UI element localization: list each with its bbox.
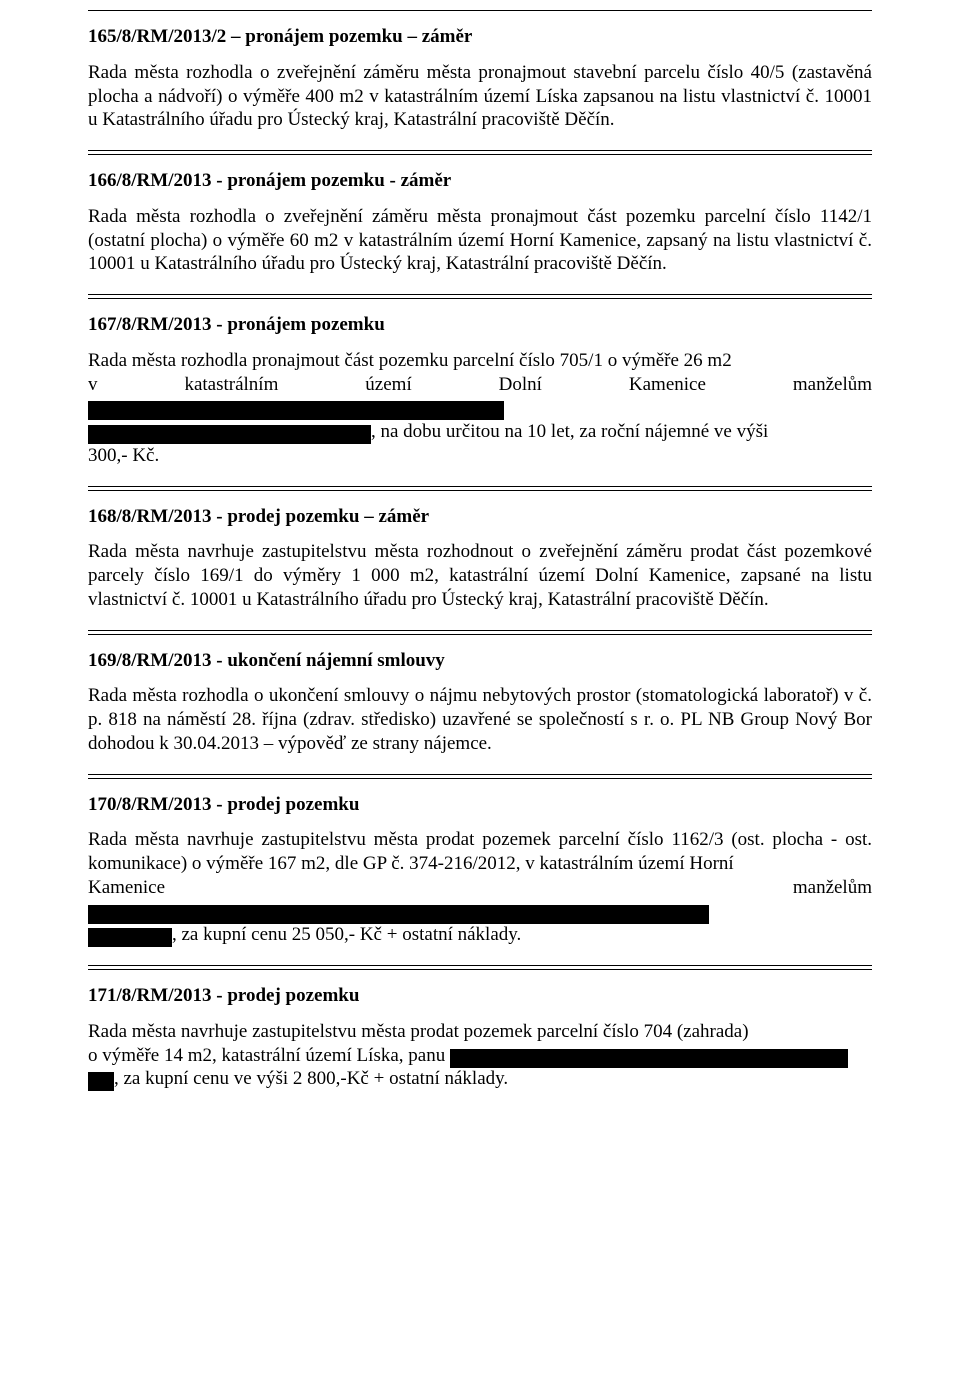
text: , za kupní cenu ve výši 2 800,-Kč + osta… <box>114 1068 508 1089</box>
section-body-170: Rada města navrhuje zastupitelstvu města… <box>88 828 872 947</box>
text: , za kupní cenu 25 050,- Kč + ostatní ná… <box>172 924 521 945</box>
section-heading-169: 169/8/RM/2013 - ukončení nájemní smlouvy <box>88 649 872 673</box>
section-body-165: Rada města rozhodla o zveřejnění záměru … <box>88 61 872 132</box>
text: Rada města rozhodla pronajmout část poze… <box>88 350 732 371</box>
divider <box>88 774 872 779</box>
text: Rada města navrhuje zastupitelstvu města… <box>88 1021 749 1042</box>
divider <box>88 965 872 970</box>
divider <box>88 630 872 635</box>
text: Rada města navrhuje zastupitelstvu města… <box>88 829 872 874</box>
section-heading-170: 170/8/RM/2013 - prodej pozemku <box>88 793 872 817</box>
text: Kamenice manželům <box>88 877 872 898</box>
redaction <box>88 425 371 444</box>
section-body-166: Rada města rozhodla o zveřejnění záměru … <box>88 205 872 276</box>
text: o výměře 14 m2, katastrální území Líska,… <box>88 1045 450 1066</box>
section-body-168: Rada města navrhuje zastupitelstvu města… <box>88 540 872 611</box>
text: 300,- Kč. <box>88 445 159 466</box>
redaction <box>450 1049 848 1068</box>
redaction <box>88 928 172 947</box>
section-heading-166: 166/8/RM/2013 - pronájem pozemku - záměr <box>88 169 872 193</box>
section-body-171: Rada města navrhuje zastupitelstvu města… <box>88 1020 872 1091</box>
text: , na dobu určitou na 10 let, za roční ná… <box>371 421 768 442</box>
section-heading-165: 165/8/RM/2013/2 – pronájem pozemku – zám… <box>88 25 872 49</box>
divider <box>88 150 872 155</box>
redaction <box>88 905 709 924</box>
divider <box>88 294 872 299</box>
divider <box>88 486 872 491</box>
section-body-167: Rada města rozhodla pronajmout část poze… <box>88 349 872 468</box>
section-heading-171: 171/8/RM/2013 - prodej pozemku <box>88 984 872 1008</box>
section-body-169: Rada města rozhodla o ukončení smlouvy o… <box>88 684 872 755</box>
page-top-divider <box>88 10 872 11</box>
redaction <box>88 401 504 420</box>
section-heading-167: 167/8/RM/2013 - pronájem pozemku <box>88 313 872 337</box>
redaction <box>88 1072 114 1091</box>
text: v katastrálním území Dolní Kamenice manž… <box>88 374 872 395</box>
section-heading-168: 168/8/RM/2013 - prodej pozemku – záměr <box>88 505 872 529</box>
